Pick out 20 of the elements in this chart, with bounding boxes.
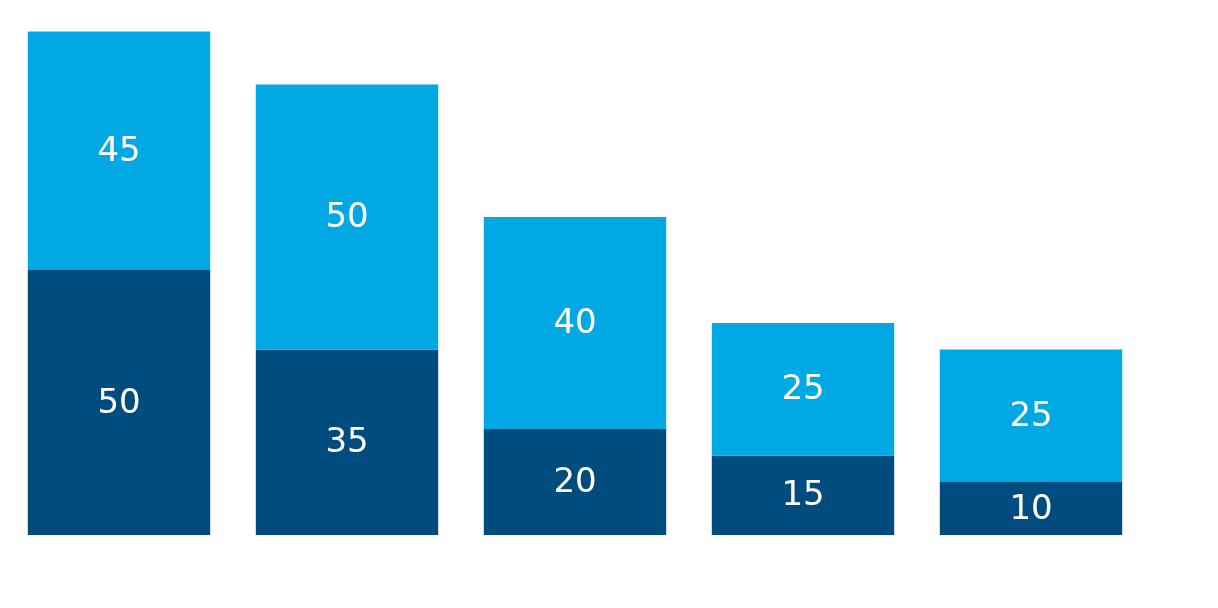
bar <box>255 84 439 350</box>
bar <box>939 482 1123 535</box>
data-label: 10 <box>1009 486 1053 527</box>
data-label: 50 <box>325 195 369 235</box>
data-label: 25 <box>1009 393 1053 434</box>
data-label: 50 <box>97 380 141 421</box>
bar <box>939 349 1123 482</box>
bar <box>711 455 895 535</box>
bar <box>27 270 211 535</box>
data-label: 35 <box>325 420 369 461</box>
data-label: 40 <box>553 301 597 341</box>
bar <box>483 217 667 429</box>
bar <box>255 349 439 535</box>
data-label: 15 <box>781 473 825 514</box>
bar <box>27 31 211 270</box>
bar <box>483 429 667 535</box>
bar <box>711 323 895 456</box>
data-label: 20 <box>553 460 597 500</box>
data-label: 25 <box>781 367 825 408</box>
data-label: 45 <box>97 128 141 169</box>
